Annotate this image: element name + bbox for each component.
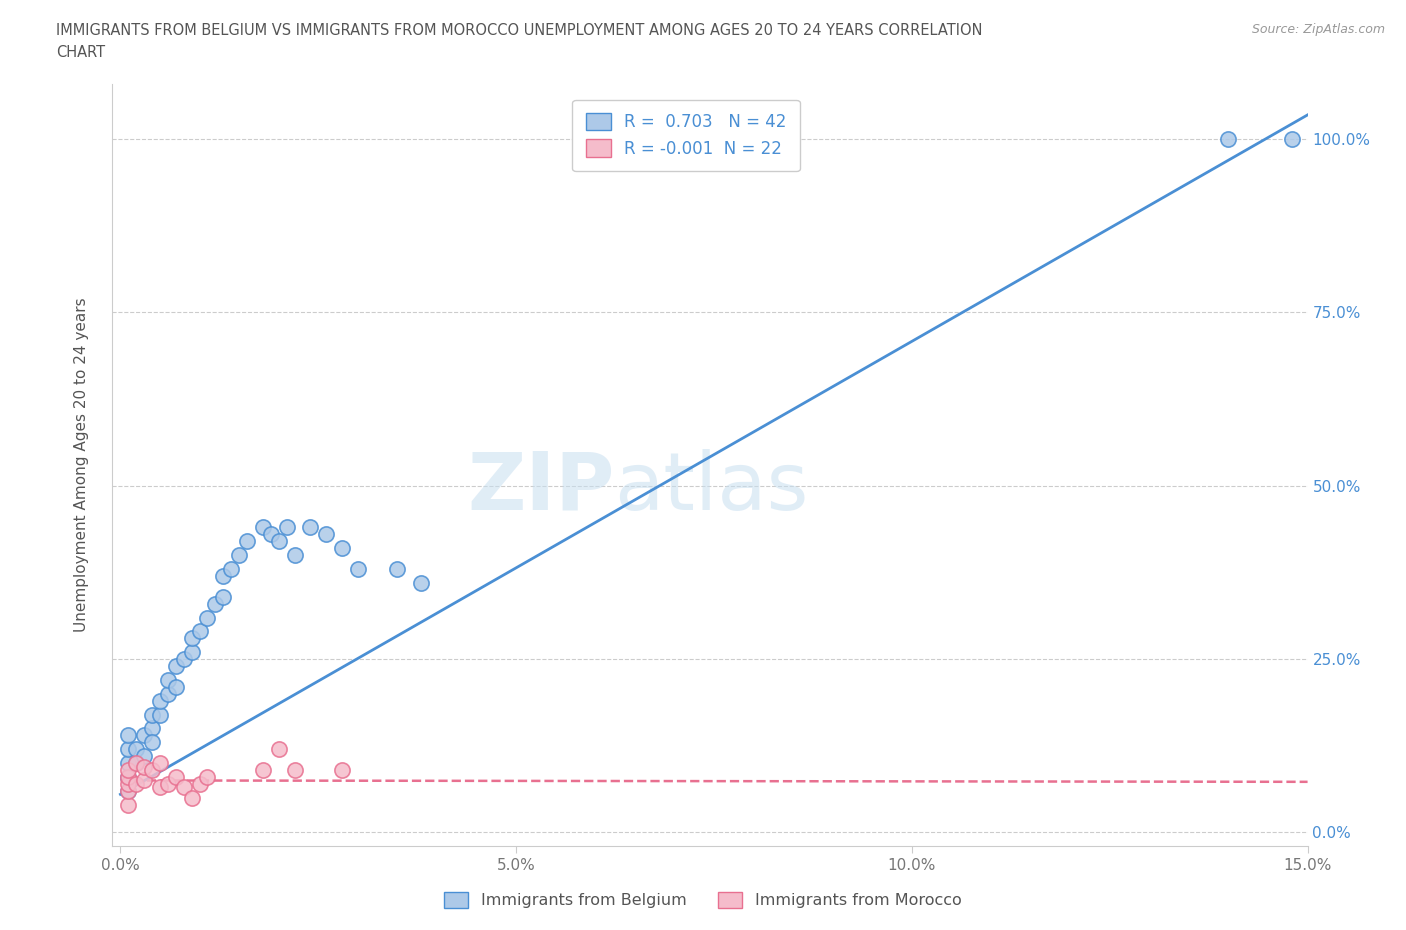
Point [134, 773, 156, 788]
Point [387, 562, 409, 577]
Point [219, 562, 242, 577]
Point [156, 672, 179, 687]
Point [165, 680, 187, 695]
Point [117, 728, 139, 743]
Point [252, 520, 274, 535]
Point [117, 783, 139, 798]
Point [180, 644, 202, 659]
Point [197, 610, 219, 625]
Point [149, 707, 172, 722]
Point [1218, 132, 1240, 147]
Point [165, 658, 187, 673]
Text: ZIP: ZIP [467, 449, 614, 527]
Point [180, 790, 202, 805]
Point [117, 777, 139, 791]
Point [283, 548, 305, 563]
Point [276, 520, 298, 535]
Point [149, 693, 172, 708]
Point [149, 780, 172, 795]
Point [173, 780, 195, 795]
Point [236, 534, 259, 549]
Point [267, 742, 290, 757]
Point [156, 777, 179, 791]
Point [212, 568, 235, 583]
Point [267, 534, 290, 549]
Point [117, 783, 139, 798]
Point [117, 756, 139, 771]
Legend: R =  0.703   N = 42, R = -0.001  N = 22: R = 0.703 N = 42, R = -0.001 N = 22 [572, 100, 800, 171]
Point [125, 777, 148, 791]
Text: atlas: atlas [614, 449, 808, 527]
Legend: Immigrants from Belgium, Immigrants from Morocco: Immigrants from Belgium, Immigrants from… [437, 885, 969, 914]
Point [204, 596, 226, 611]
Point [141, 735, 163, 750]
Point [141, 721, 163, 736]
Point [188, 624, 211, 639]
Point [188, 777, 211, 791]
Point [180, 631, 202, 645]
Point [165, 769, 187, 784]
Text: Source: ZipAtlas.com: Source: ZipAtlas.com [1251, 23, 1385, 36]
Point [212, 590, 235, 604]
Point [134, 759, 156, 774]
Point [283, 763, 305, 777]
Point [411, 576, 433, 591]
Point [260, 527, 283, 542]
Point [141, 707, 163, 722]
Point [125, 756, 148, 771]
Point [117, 742, 139, 757]
Point [1281, 132, 1303, 147]
Point [197, 769, 219, 784]
Point [125, 756, 148, 771]
Text: CHART: CHART [56, 45, 105, 60]
Point [299, 520, 322, 535]
Point [156, 686, 179, 701]
Point [117, 763, 139, 777]
Point [173, 652, 195, 667]
Point [228, 548, 250, 563]
Text: IMMIGRANTS FROM BELGIUM VS IMMIGRANTS FROM MOROCCO UNEMPLOYMENT AMONG AGES 20 TO: IMMIGRANTS FROM BELGIUM VS IMMIGRANTS FR… [56, 23, 983, 38]
Point [125, 742, 148, 757]
Point [117, 769, 139, 784]
Point [117, 769, 139, 784]
Point [141, 763, 163, 777]
Point [134, 749, 156, 764]
Point [330, 540, 353, 555]
Point [330, 763, 353, 777]
Y-axis label: Unemployment Among Ages 20 to 24 years: Unemployment Among Ages 20 to 24 years [75, 298, 89, 632]
Point [149, 756, 172, 771]
Point [315, 527, 337, 542]
Point [347, 562, 370, 577]
Point [252, 763, 274, 777]
Point [117, 797, 139, 812]
Point [134, 728, 156, 743]
